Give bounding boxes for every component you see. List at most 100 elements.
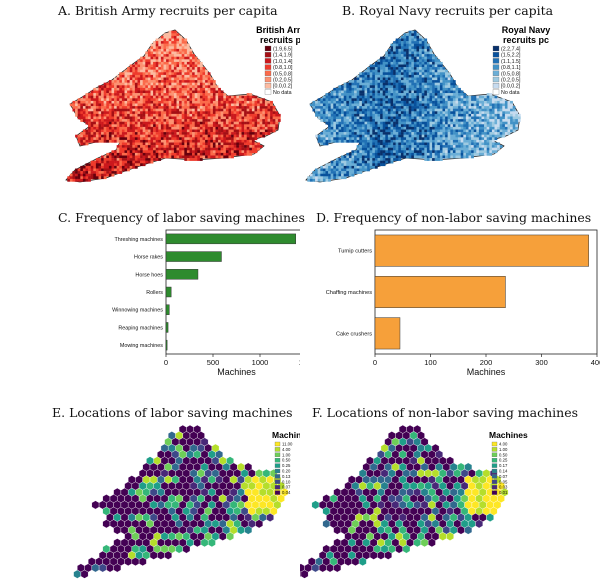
map-cell	[153, 72, 156, 76]
map-cell	[153, 67, 156, 70]
map-cell	[140, 152, 143, 156]
map-cell	[111, 126, 115, 130]
map-cell	[132, 85, 136, 89]
map-cell	[429, 137, 433, 141]
map-cell	[194, 132, 198, 135]
map-cell	[387, 108, 391, 112]
map-cell	[197, 61, 201, 65]
map-cell	[220, 95, 224, 99]
map-cell	[244, 98, 247, 102]
map-cell	[207, 95, 211, 99]
map-cell	[186, 64, 190, 68]
map-cell	[210, 152, 214, 156]
map-cell	[160, 67, 164, 70]
map-cell	[95, 108, 99, 112]
map-cell	[413, 93, 417, 96]
map-cell	[184, 82, 188, 86]
map-cell	[351, 121, 355, 125]
map-cell	[192, 98, 195, 102]
map-cell	[393, 103, 396, 107]
map-cell	[69, 176, 73, 180]
map-cell	[486, 126, 490, 130]
map-cell	[325, 137, 329, 141]
map-cell	[395, 54, 399, 57]
map-cell	[432, 134, 435, 138]
map-cell	[75, 113, 78, 117]
map-cell	[114, 82, 117, 86]
map-cell	[359, 145, 363, 148]
map-cell	[406, 132, 409, 135]
map-cell	[166, 111, 169, 115]
map-cell	[233, 142, 237, 146]
map-cell	[163, 43, 167, 47]
map-cell	[241, 145, 245, 148]
map-cell	[387, 137, 391, 141]
map-cell	[238, 137, 242, 141]
map-cell	[439, 64, 443, 68]
map-cell	[403, 59, 407, 63]
map-cell	[168, 98, 172, 102]
map-cell	[426, 155, 430, 159]
map-cell	[367, 163, 370, 167]
map-cell	[90, 139, 94, 143]
map-cell	[231, 150, 234, 154]
map-cell	[179, 113, 182, 117]
map-cell	[354, 163, 357, 167]
map-cell	[494, 124, 498, 128]
map-cell	[434, 155, 438, 159]
map-cell	[142, 108, 146, 112]
map-cell	[393, 134, 396, 138]
map-cell	[197, 137, 201, 141]
map-cell	[390, 145, 394, 148]
map-cell	[400, 77, 404, 81]
map-cell	[400, 59, 404, 63]
map-cell	[346, 137, 350, 141]
map-cell	[398, 87, 402, 91]
map-cell	[393, 108, 396, 112]
map-cell	[468, 137, 472, 141]
map-cell	[338, 121, 342, 125]
map-cell	[351, 80, 355, 83]
map-cell	[244, 139, 247, 143]
map-cell	[437, 155, 441, 159]
map-cell	[140, 160, 143, 164]
map-cell	[181, 129, 185, 133]
map-cell	[127, 85, 130, 89]
map-cell	[220, 126, 224, 130]
map-cell	[223, 145, 227, 148]
map-cell	[330, 119, 334, 122]
map-cell	[140, 137, 143, 141]
map-cell	[341, 129, 344, 133]
map-cell	[114, 160, 117, 164]
map-cell	[176, 41, 180, 44]
map-cell	[364, 100, 368, 104]
map-cell	[176, 38, 180, 42]
map-cell	[507, 100, 511, 104]
map-cell	[421, 74, 425, 78]
map-cell	[343, 126, 347, 130]
map-cell	[137, 87, 141, 91]
map-cell	[387, 87, 391, 91]
map-cell	[320, 106, 324, 109]
map-cell	[202, 90, 206, 94]
map-cell	[484, 106, 487, 109]
map-cell	[380, 111, 383, 115]
map-cell	[160, 41, 164, 44]
map-cell	[116, 103, 120, 107]
map-cell	[236, 152, 240, 156]
map-cell	[385, 129, 389, 133]
map-cell	[325, 132, 329, 135]
map-cell	[460, 100, 464, 104]
map-cell	[439, 80, 443, 83]
map-cell	[254, 98, 258, 102]
map-cell	[270, 100, 273, 104]
map-cell	[145, 126, 149, 130]
map-cell	[155, 155, 159, 159]
map-cell	[101, 121, 104, 125]
map-cell	[478, 103, 482, 107]
map-cell	[325, 113, 329, 117]
map-cell	[132, 69, 136, 73]
map-cell	[207, 142, 211, 146]
map-cell	[121, 139, 125, 143]
map-cell	[231, 124, 234, 128]
